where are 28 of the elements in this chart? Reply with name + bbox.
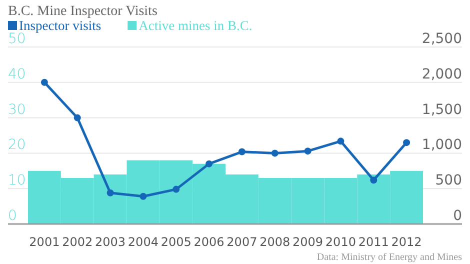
- y-tick-label: 20: [8, 137, 26, 154]
- legend-label: Inspector visits: [19, 18, 102, 33]
- chart-title: B.C. Mine Inspector Visits: [8, 4, 158, 19]
- y2-tick-label: 2,500: [422, 31, 462, 47]
- x-tick-label: 2003: [95, 235, 126, 249]
- y-tick-label: 40: [8, 66, 26, 82]
- x-tick-label: 2007: [226, 235, 258, 249]
- x-tick-label: 2009: [292, 235, 324, 249]
- y2-tick-label: 2,000: [422, 66, 462, 82]
- x-tick-label: 2008: [260, 235, 290, 249]
- y2-tick-label: 0: [453, 208, 462, 224]
- y-tick-label: 0: [8, 208, 17, 224]
- x-tick-label: 2011: [358, 235, 389, 249]
- x-tick-label: 2004: [128, 235, 158, 249]
- x-tick-label: 2012: [391, 235, 422, 249]
- x-tick-label: 2010: [325, 235, 356, 249]
- text: Data: Ministry of Energy and Mines: [316, 252, 462, 263]
- y-tick-label: 50: [8, 31, 26, 47]
- legend-label: Active mines in B.C.: [138, 18, 252, 33]
- x-tick-label: 2006: [194, 235, 224, 249]
- x-tick-label: 2005: [160, 235, 192, 249]
- y2-tick-label: 1,500: [422, 102, 462, 118]
- y2-tick-label: 1,000: [422, 137, 462, 154]
- y-tick-label: 30: [8, 102, 26, 118]
- y2-tick-label: 500: [435, 172, 462, 189]
- x-tick-label: 2001: [29, 235, 60, 249]
- x-tick-label: 2002: [62, 235, 93, 249]
- y-tick-label: 10: [8, 172, 26, 189]
